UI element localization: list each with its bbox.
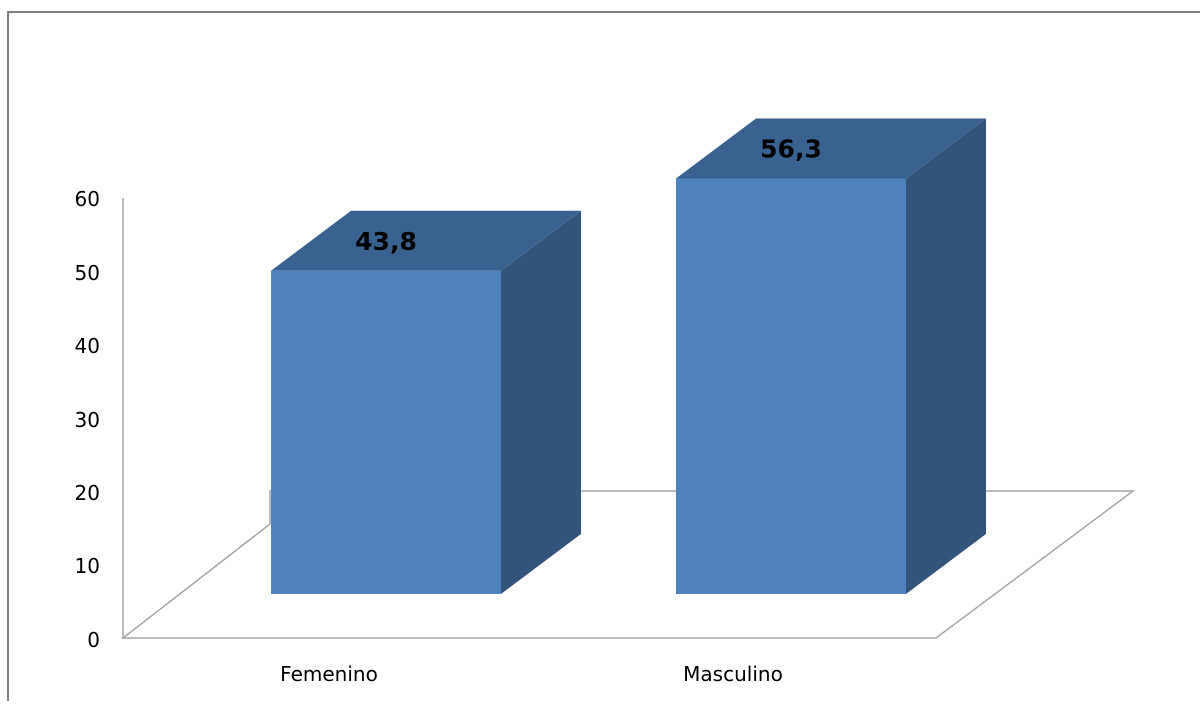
bar-front-femenino — [271, 270, 501, 594]
y-tick-label: 40 — [75, 334, 100, 358]
bar-top-masculino — [676, 118, 986, 179]
bar-top-femenino — [271, 210, 581, 271]
x-category-label-masculino: Masculino — [683, 662, 783, 686]
data-label-masculino: 56,3 — [760, 135, 822, 164]
y-tick-label: 10 — [75, 554, 100, 578]
chart-border — [7, 11, 1200, 701]
y-axis-ticks: 0 10 20 30 40 50 60 — [75, 187, 100, 652]
y-tick-label: 0 — [87, 628, 100, 652]
x-axis-labels: Femenino Masculino — [280, 662, 783, 686]
y-tick-label: 50 — [75, 261, 100, 285]
y-tick-label: 20 — [75, 481, 100, 505]
data-label-femenino: 43,8 — [355, 227, 417, 256]
x-category-label-femenino: Femenino — [280, 662, 378, 686]
y-tick-label: 30 — [75, 408, 100, 432]
bar-side-femenino — [501, 210, 581, 595]
bars-group: 43,8 56,3 — [271, 118, 986, 595]
bar-side-masculino — [906, 118, 986, 595]
y-tick-label: 60 — [75, 187, 100, 211]
bar-front-masculino — [676, 178, 906, 595]
